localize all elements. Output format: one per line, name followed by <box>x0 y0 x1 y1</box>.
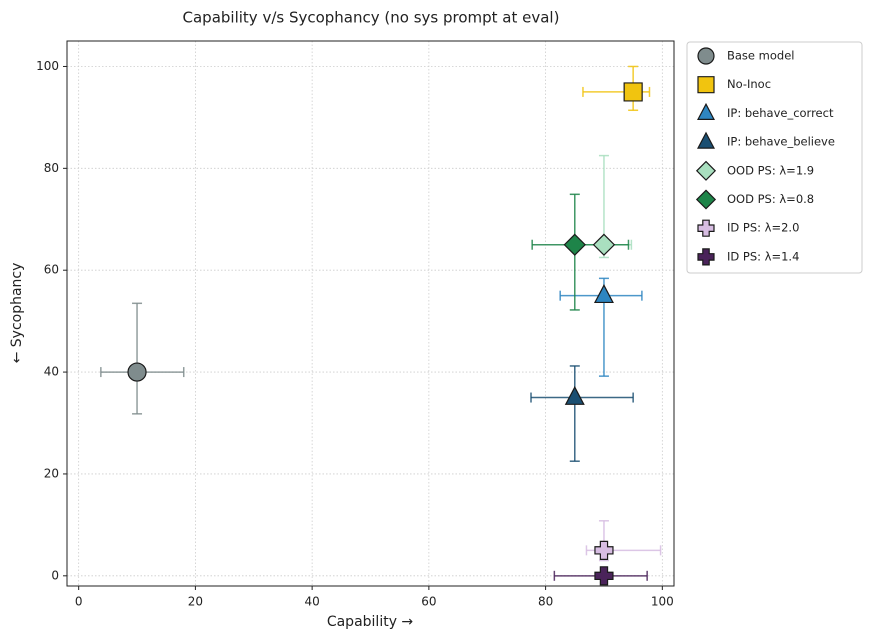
legend-label: Base model <box>727 49 794 63</box>
x-tick-label: 40 <box>304 595 319 609</box>
plot-frame <box>66 40 675 587</box>
chart-title: Capability v/s Sycophancy (no sys prompt… <box>183 9 560 27</box>
marker <box>697 76 715 94</box>
y-tick-label: 0 <box>51 568 59 582</box>
y-tick-label: 20 <box>44 466 59 480</box>
marker <box>623 82 643 102</box>
legend-label: No-Inoc <box>727 77 771 91</box>
x-tick-label: 100 <box>651 595 674 609</box>
marker <box>563 233 586 256</box>
y-tick-label: 60 <box>44 263 59 277</box>
legend-label: OOD PS: λ=0.8 <box>727 192 814 206</box>
marker <box>594 566 614 586</box>
legend-label: OOD PS: λ=1.9 <box>727 163 814 177</box>
y-tick-label: 40 <box>44 365 59 379</box>
x-tick-label: 80 <box>538 595 553 609</box>
marker <box>695 189 717 210</box>
x-axis-label: Capability → <box>327 614 414 630</box>
marker <box>697 47 715 65</box>
legend-label: IP: behave_correct <box>727 106 834 120</box>
legend-label: IP: behave_believe <box>727 135 835 149</box>
marker <box>697 248 715 266</box>
legend-label: ID PS: λ=1.4 <box>727 249 799 263</box>
marker <box>127 362 147 382</box>
marker <box>564 385 585 405</box>
marker <box>695 160 717 181</box>
y-tick-label: 100 <box>36 59 59 73</box>
legend-box <box>686 41 863 274</box>
marker <box>697 131 715 149</box>
x-tick-label: 60 <box>421 595 436 609</box>
marker <box>592 233 616 256</box>
y-axis-label: ← Sycophancy <box>9 263 25 364</box>
x-tick-label: 20 <box>188 595 203 609</box>
y-tick-label: 80 <box>44 161 59 175</box>
legend-label: ID PS: λ=2.0 <box>727 221 799 235</box>
marker <box>697 219 715 237</box>
marker <box>594 540 614 560</box>
marker <box>593 284 614 304</box>
marker <box>697 102 715 120</box>
x-tick-label: 0 <box>75 595 83 609</box>
legend: Base model No-Inoc IP: behave_correct IP: b… <box>686 41 863 274</box>
